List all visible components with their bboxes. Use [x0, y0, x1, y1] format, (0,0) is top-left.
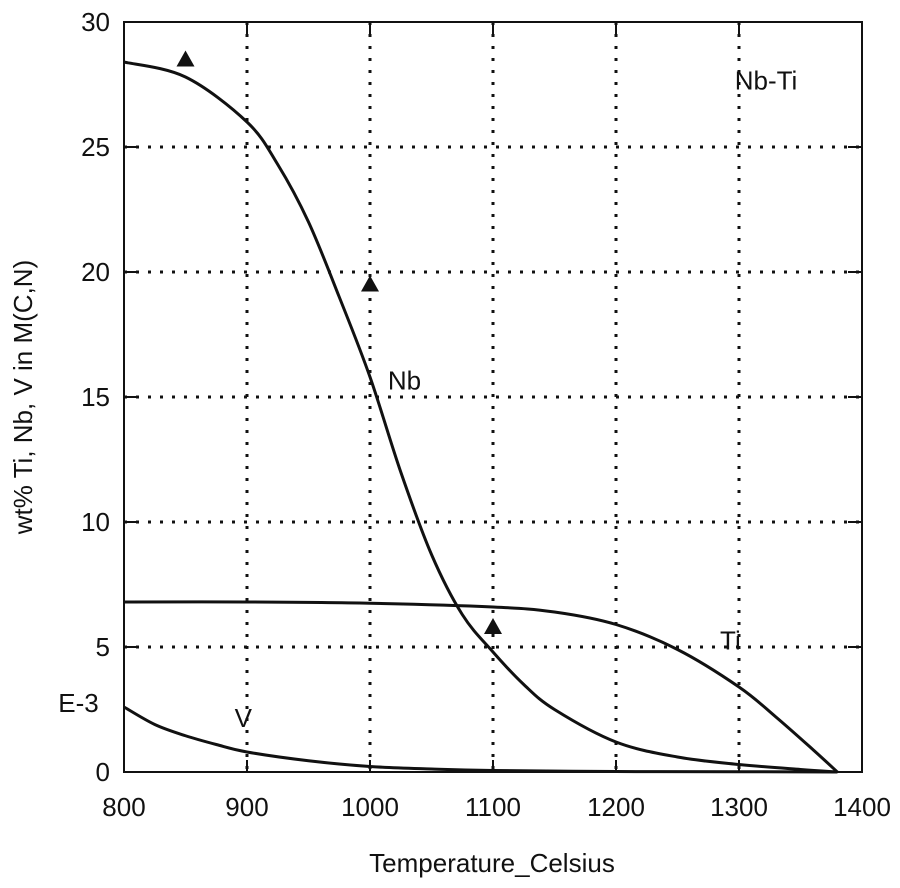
series-line-ti: [123, 600, 839, 774]
y-tick-label: 15: [81, 382, 110, 412]
triangle-marker: [484, 618, 502, 634]
x-tick-label: 900: [225, 792, 268, 822]
x-tick-label: 1200: [587, 792, 645, 822]
annotation-v: V: [235, 703, 253, 733]
y-tick-label: 25: [81, 132, 110, 162]
annotation-nb: Nb: [388, 366, 421, 396]
triangle-marker: [176, 50, 195, 67]
y-tick-label: 10: [81, 507, 110, 537]
y-tick-label: 30: [81, 7, 110, 37]
x-tick-label: 1300: [710, 792, 768, 822]
x-axis-title: Temperature_Celsius: [369, 848, 615, 878]
x-tick-label: 1000: [341, 792, 399, 822]
y-tick-label: 20: [81, 257, 110, 287]
y-tick-label: 0: [96, 757, 110, 787]
grid: [124, 22, 862, 772]
triangle-marker: [361, 275, 379, 292]
x-tick-label: 800: [102, 792, 145, 822]
y-axis-title: wt% Ti, Nb, V in M(C,N): [8, 260, 38, 535]
axis-ticks: 800 900 1000 1100 1200 1300 1400 0 5 10 15 20 25 30: [81, 7, 891, 822]
annotations: Nb-Ti Nb Ti V E-3: [58, 66, 797, 734]
series-line-nb: [123, 60, 838, 774]
series-lines: [123, 60, 839, 774]
triangle-markers: [176, 50, 502, 634]
y-tick-label: 5: [96, 632, 110, 662]
annotation-e-3: E-3: [58, 688, 98, 718]
x-tick-label: 1400: [833, 792, 891, 822]
x-tick-label: 1100: [465, 792, 521, 822]
annotation-nb-ti: Nb-Ti: [735, 66, 798, 96]
annotation-ti: Ti: [720, 626, 741, 656]
